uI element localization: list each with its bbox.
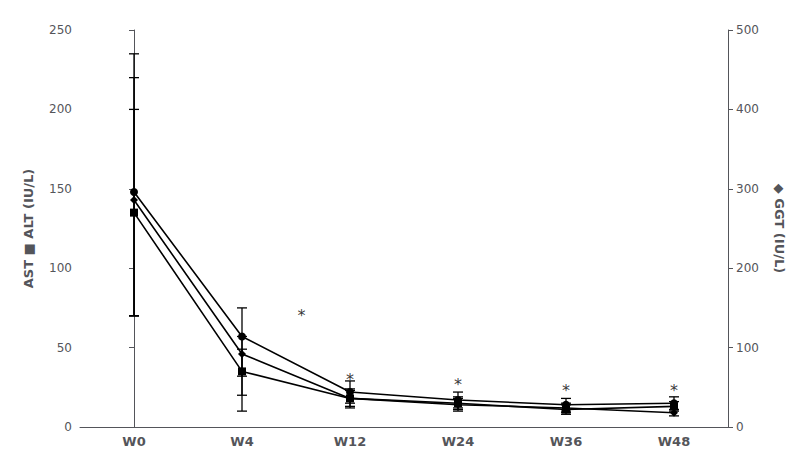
svg-text:0: 0 <box>736 420 744 434</box>
svg-text:100: 100 <box>736 341 759 355</box>
svg-text:*: * <box>670 381 678 400</box>
svg-text:250: 250 <box>49 23 72 37</box>
svg-text:200: 200 <box>736 261 759 275</box>
svg-text:W24: W24 <box>442 434 474 449</box>
svg-text:400: 400 <box>736 102 759 116</box>
svg-text:W48: W48 <box>658 434 690 449</box>
svg-text:*: * <box>346 370 354 389</box>
svg-text:*: * <box>297 306 305 325</box>
svg-text:150: 150 <box>49 182 72 196</box>
svg-text:0: 0 <box>64 420 72 434</box>
svg-text:*: * <box>454 375 462 394</box>
svg-text:AST ■ ALT (IU/L): AST ■ ALT (IU/L) <box>21 169 36 289</box>
svg-text:50: 50 <box>57 341 72 355</box>
svg-text:500: 500 <box>736 23 759 37</box>
svg-text:100: 100 <box>49 261 72 275</box>
svg-text:200: 200 <box>49 102 72 116</box>
svg-text:W36: W36 <box>550 434 582 449</box>
svg-text:*: * <box>562 381 570 400</box>
svg-text:W4: W4 <box>230 434 253 449</box>
svg-text:W12: W12 <box>334 434 366 449</box>
svg-text:300: 300 <box>736 182 759 196</box>
svg-text:◆ GGT (IU/L): ◆ GGT (IU/L) <box>772 184 787 273</box>
svg-text:W0: W0 <box>122 434 145 449</box>
